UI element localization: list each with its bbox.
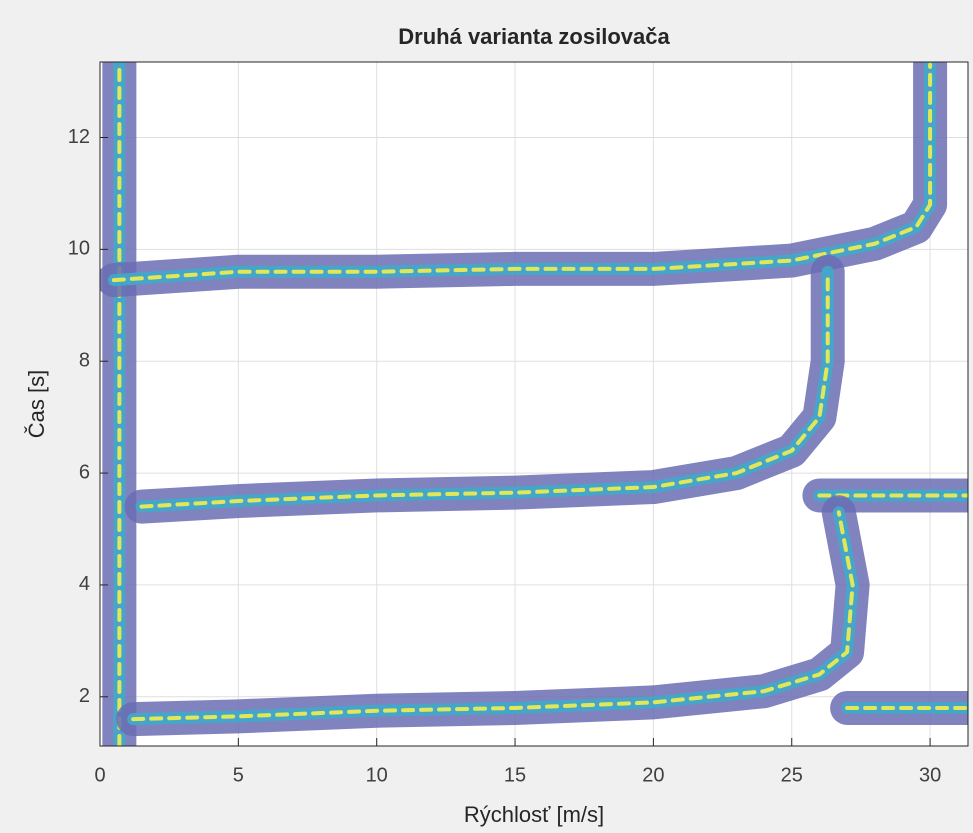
y-tick-label: 2 (79, 685, 90, 707)
x-tick-label: 0 (94, 764, 105, 786)
y-tick-label: 8 (79, 349, 90, 371)
x-tick-label: 5 (233, 764, 244, 786)
x-tick-label: 20 (642, 764, 664, 786)
y-axis-label: Čas [s] (24, 370, 49, 438)
y-tick-label: 10 (68, 238, 90, 260)
x-tick-label: 10 (366, 764, 388, 786)
y-tick-label: 6 (79, 461, 90, 483)
x-tick-label: 30 (919, 764, 941, 786)
track-core (131, 510, 855, 722)
axes-box (99, 61, 969, 747)
x-tick-label: 25 (781, 764, 803, 786)
track-core (139, 269, 830, 509)
track-core (111, 62, 933, 283)
x-axis-label: Rýchlosť [m/s] (464, 802, 604, 827)
y-tick-label: 4 (79, 573, 90, 595)
chart-title: Druhá varianta zosilovača (398, 24, 670, 49)
y-tick-label: 12 (68, 126, 90, 148)
tracks (100, 62, 968, 746)
x-tick-label: 15 (504, 764, 526, 786)
